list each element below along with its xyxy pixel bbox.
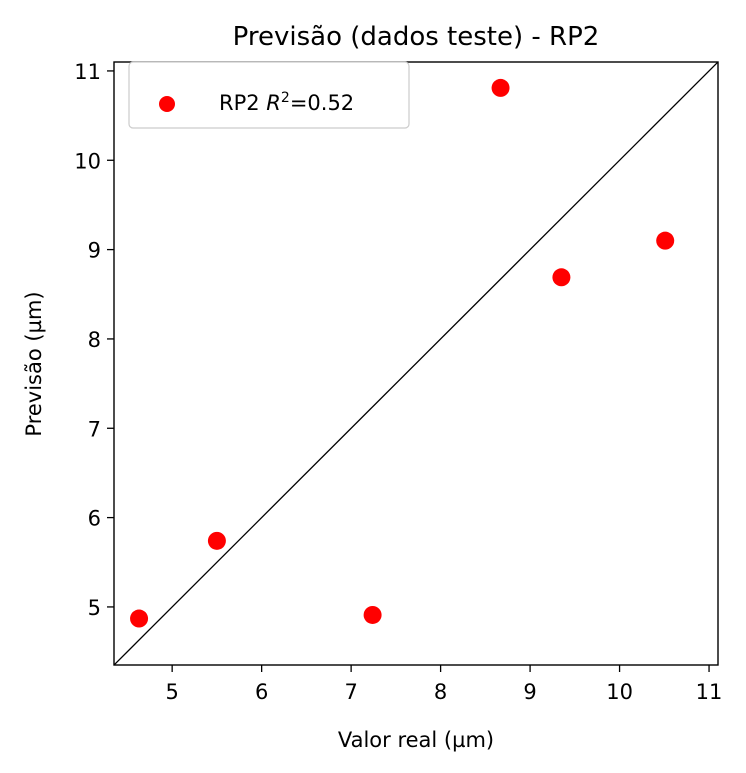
x-tick-label: 9 xyxy=(523,680,536,704)
y-tick-label: 6 xyxy=(88,507,101,531)
data-point xyxy=(552,268,571,287)
data-point xyxy=(130,609,149,628)
plot-area xyxy=(113,61,719,666)
y-tick-label: 10 xyxy=(74,149,101,173)
legend-marker xyxy=(159,96,175,112)
data-point xyxy=(656,231,675,250)
legend-prefix: RP2 xyxy=(219,91,266,115)
y-axis-label: Previsão (µm) xyxy=(22,291,46,436)
plot-frame xyxy=(113,61,719,666)
legend-box xyxy=(128,61,410,129)
x-tick-label: 6 xyxy=(255,680,268,704)
x-axis-ticks: 5 6 7 8 9 10 11 xyxy=(165,665,722,704)
legend-r-symbol: R xyxy=(266,91,281,115)
y-tick-label: 5 xyxy=(88,596,101,620)
identity-line xyxy=(114,62,718,665)
y-tick-label: 11 xyxy=(74,60,101,84)
legend: RP2 R2=0.52 xyxy=(128,61,410,129)
x-tick-label: 5 xyxy=(165,680,178,704)
y-tick-label: 8 xyxy=(88,328,101,352)
x-tick-label: 10 xyxy=(606,680,633,704)
x-axis-label: Valor real (µm) xyxy=(338,728,494,752)
legend-r-exponent: 2 xyxy=(281,90,290,106)
data-point xyxy=(207,531,226,550)
chart-title: Previsão (dados teste) - RP2 xyxy=(233,22,600,52)
legend-r-value: =0.52 xyxy=(290,91,354,115)
y-tick-label: 9 xyxy=(88,239,101,263)
x-tick-label: 8 xyxy=(434,680,447,704)
legend-label: RP2 R2=0.52 xyxy=(219,90,354,115)
x-tick-label: 11 xyxy=(696,680,723,704)
y-axis-ticks: 5 6 7 8 9 10 11 xyxy=(74,60,114,620)
y-tick-label: 7 xyxy=(88,417,101,441)
data-point xyxy=(363,605,382,624)
data-point xyxy=(491,78,510,97)
x-tick-label: 7 xyxy=(344,680,357,704)
